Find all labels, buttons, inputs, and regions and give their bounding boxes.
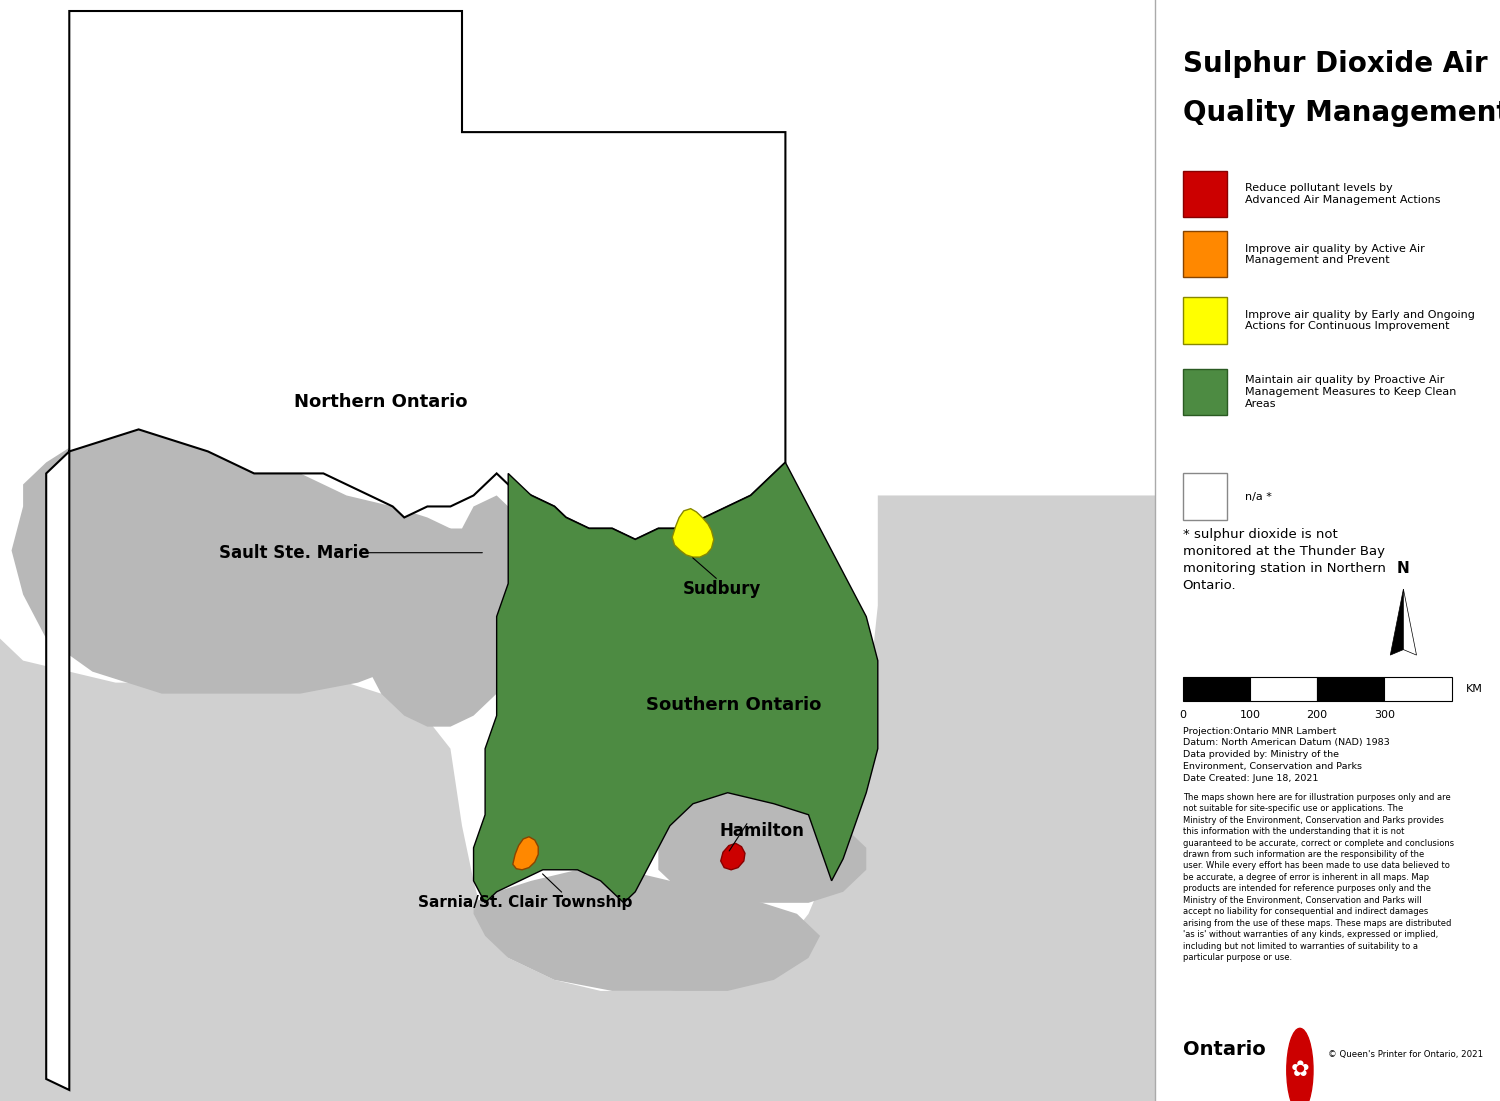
FancyBboxPatch shape: [1182, 369, 1227, 415]
Text: 200: 200: [1306, 710, 1328, 720]
FancyBboxPatch shape: [1182, 231, 1227, 277]
Polygon shape: [474, 870, 820, 991]
FancyBboxPatch shape: [1182, 171, 1227, 217]
Text: Sarnia/St. Clair Township: Sarnia/St. Clair Township: [419, 895, 633, 911]
Text: Sulphur Dioxide Air: Sulphur Dioxide Air: [1182, 50, 1486, 77]
Text: Hamilton: Hamilton: [720, 822, 804, 840]
Polygon shape: [519, 473, 646, 584]
Polygon shape: [46, 11, 786, 1090]
Polygon shape: [0, 495, 1155, 1101]
Polygon shape: [720, 843, 746, 870]
Text: 100: 100: [1239, 710, 1260, 720]
Text: 0: 0: [1179, 710, 1186, 720]
Text: Southern Ontario: Southern Ontario: [645, 696, 821, 713]
Polygon shape: [513, 837, 538, 870]
Text: Projection:Ontario MNR Lambert
Datum: North American Datum (NAD) 1983
Data provi: Projection:Ontario MNR Lambert Datum: No…: [1182, 727, 1389, 783]
Bar: [1182, 677, 1250, 701]
Text: Quality Management: Quality Management: [1182, 99, 1500, 127]
Polygon shape: [12, 418, 484, 694]
Text: 300: 300: [1374, 710, 1395, 720]
Polygon shape: [658, 793, 867, 903]
Text: Reduce pollutant levels by
Advanced Air Management Actions: Reduce pollutant levels by Advanced Air …: [1245, 183, 1440, 205]
Text: Northern Ontario: Northern Ontario: [294, 393, 468, 411]
Text: The maps shown here are for illustration purposes only and are
not suitable for : The maps shown here are for illustration…: [1182, 793, 1454, 962]
Polygon shape: [474, 462, 878, 903]
Text: KM: KM: [1466, 684, 1482, 695]
Text: Improve air quality by Early and Ongoing
Actions for Continuous Improvement: Improve air quality by Early and Ongoing…: [1245, 309, 1474, 331]
Text: N: N: [1396, 560, 1410, 576]
Bar: [1384, 677, 1452, 701]
Bar: [1317, 677, 1384, 701]
Circle shape: [1287, 1028, 1312, 1101]
Text: © Queen's Printer for Ontario, 2021: © Queen's Printer for Ontario, 2021: [1328, 1050, 1482, 1059]
Text: ✿: ✿: [1290, 1060, 1310, 1080]
Polygon shape: [1404, 589, 1416, 655]
Text: Improve air quality by Active Air
Management and Prevent: Improve air quality by Active Air Manage…: [1245, 243, 1425, 265]
Text: * sulphur dioxide is not
monitored at the Thunder Bay
monitoring station in Nort: * sulphur dioxide is not monitored at th…: [1182, 528, 1386, 592]
Polygon shape: [369, 495, 531, 727]
Text: Ontario: Ontario: [1182, 1040, 1266, 1059]
Polygon shape: [405, 319, 427, 341]
Polygon shape: [1390, 589, 1404, 655]
FancyBboxPatch shape: [1182, 473, 1227, 520]
Bar: [1250, 677, 1317, 701]
FancyBboxPatch shape: [1182, 297, 1227, 344]
Polygon shape: [484, 242, 555, 308]
Polygon shape: [578, 198, 612, 220]
Text: Sudbury: Sudbury: [682, 580, 760, 598]
Polygon shape: [672, 509, 714, 557]
Text: Sault Ste. Marie: Sault Ste. Marie: [219, 544, 370, 562]
Text: n/a *: n/a *: [1245, 491, 1272, 502]
Text: Maintain air quality by Proactive Air
Management Measures to Keep Clean
Areas: Maintain air quality by Proactive Air Ma…: [1245, 375, 1456, 408]
